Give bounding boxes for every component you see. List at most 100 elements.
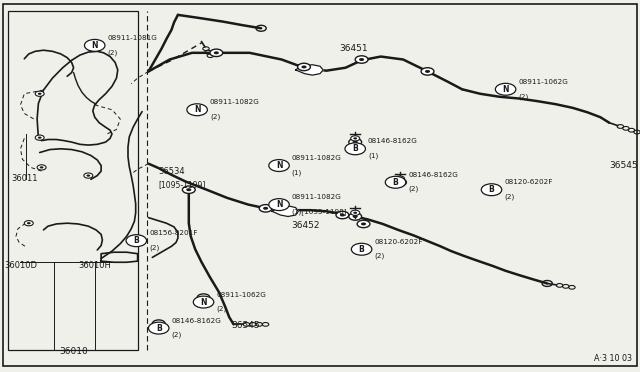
Text: B: B [353, 144, 358, 153]
Circle shape [351, 243, 372, 255]
Text: (2): (2) [374, 253, 385, 259]
Circle shape [481, 184, 502, 196]
Circle shape [186, 188, 191, 191]
Text: 36545: 36545 [609, 161, 638, 170]
Text: N: N [92, 41, 98, 50]
Circle shape [38, 93, 42, 95]
Circle shape [357, 220, 370, 228]
Text: B: B [134, 236, 139, 245]
Circle shape [425, 70, 430, 73]
Text: 08156-8201F: 08156-8201F [149, 230, 198, 236]
Bar [8, 11, 138, 350]
Text: (2): (2) [149, 244, 159, 251]
Circle shape [152, 320, 165, 327]
Text: [1095-1199]: [1095-1199] [159, 180, 206, 189]
Circle shape [187, 104, 207, 116]
Text: B: B [359, 245, 364, 254]
Circle shape [86, 174, 90, 177]
Circle shape [156, 322, 161, 325]
Circle shape [353, 141, 358, 144]
Text: (1)[1095-1198]: (1)[1095-1198] [292, 208, 348, 215]
Text: 36010D: 36010D [4, 262, 37, 270]
Text: A·3 10 03: A·3 10 03 [595, 354, 632, 363]
Circle shape [349, 138, 362, 146]
Circle shape [263, 207, 268, 210]
Circle shape [148, 322, 169, 334]
Circle shape [355, 56, 368, 63]
Text: (2): (2) [504, 193, 515, 200]
Circle shape [298, 63, 310, 71]
Circle shape [84, 39, 105, 51]
Text: 08911-1082G: 08911-1082G [210, 99, 260, 105]
Text: 08146-8162G: 08146-8162G [408, 172, 458, 178]
Circle shape [351, 210, 360, 215]
Polygon shape [296, 65, 323, 75]
Polygon shape [272, 206, 298, 217]
Circle shape [35, 91, 44, 96]
Text: 36010: 36010 [60, 347, 88, 356]
Text: B: B [393, 178, 398, 187]
Circle shape [269, 160, 289, 171]
Text: 36534: 36534 [159, 167, 186, 176]
Circle shape [40, 166, 44, 169]
Circle shape [84, 173, 93, 178]
Circle shape [37, 165, 46, 170]
Text: N: N [200, 298, 207, 307]
Circle shape [214, 51, 219, 54]
Circle shape [345, 143, 365, 155]
Text: (2): (2) [108, 49, 118, 55]
Text: (2): (2) [210, 113, 220, 120]
Circle shape [385, 176, 406, 188]
Circle shape [397, 181, 403, 184]
Circle shape [351, 136, 360, 141]
Text: N: N [502, 85, 509, 94]
Text: 08911-1062G: 08911-1062G [216, 292, 266, 298]
Circle shape [349, 213, 362, 220]
Text: 36011: 36011 [11, 174, 38, 183]
Text: 36545: 36545 [232, 321, 260, 330]
Text: (2): (2) [408, 186, 419, 192]
Circle shape [210, 49, 223, 57]
Circle shape [336, 211, 349, 219]
Circle shape [269, 199, 289, 211]
Text: 08146-8162G: 08146-8162G [368, 138, 418, 144]
Circle shape [130, 235, 143, 243]
Text: 08911-1082G: 08911-1082G [292, 155, 342, 161]
Text: N: N [194, 105, 200, 114]
Text: (1): (1) [368, 153, 378, 159]
Circle shape [361, 222, 366, 225]
Text: B: B [489, 185, 494, 194]
Circle shape [340, 214, 345, 217]
Circle shape [495, 83, 516, 95]
Circle shape [353, 137, 357, 140]
Text: N: N [276, 161, 282, 170]
Circle shape [27, 222, 31, 224]
Circle shape [259, 205, 272, 212]
Text: 36452: 36452 [291, 221, 320, 230]
Text: 08146-8162G: 08146-8162G [172, 318, 221, 324]
Circle shape [359, 58, 364, 61]
Circle shape [421, 68, 434, 75]
Text: (1): (1) [292, 169, 302, 176]
Text: (2): (2) [172, 332, 182, 338]
Circle shape [197, 294, 210, 301]
Text: 08120-6202F: 08120-6202F [504, 179, 553, 185]
Text: 08120-6202F: 08120-6202F [374, 239, 423, 245]
Text: N: N [276, 200, 282, 209]
Circle shape [134, 237, 139, 240]
Circle shape [35, 135, 44, 140]
Circle shape [182, 186, 195, 193]
Text: 08911-1082G: 08911-1082G [292, 194, 342, 200]
Text: (2): (2) [518, 93, 529, 99]
Circle shape [38, 137, 42, 139]
Text: 08911-1081G: 08911-1081G [108, 35, 157, 41]
Circle shape [301, 65, 307, 68]
Text: (2): (2) [216, 306, 227, 312]
Text: B: B [156, 324, 161, 333]
Circle shape [353, 212, 357, 214]
Circle shape [24, 221, 33, 226]
Circle shape [353, 215, 358, 218]
Circle shape [396, 176, 404, 181]
Text: 36451: 36451 [340, 44, 368, 53]
Circle shape [201, 296, 206, 299]
